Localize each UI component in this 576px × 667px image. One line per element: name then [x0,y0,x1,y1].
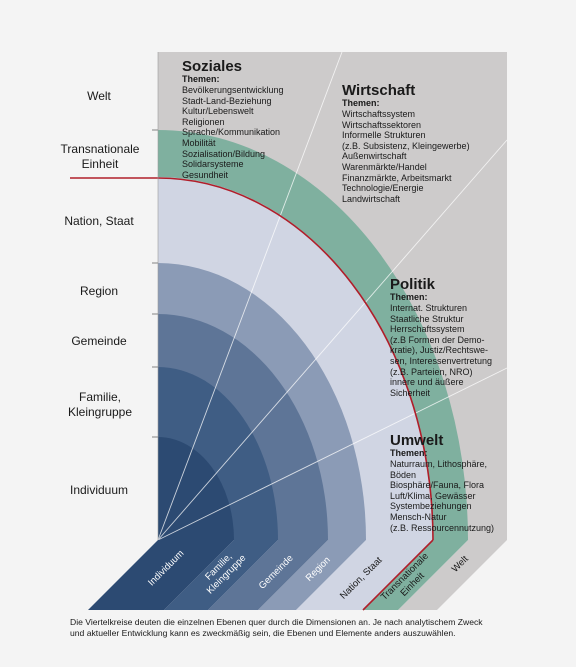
dimension-items-wirtschaft: Wirtschaftssystem Wirtschaftssektoren In… [342,109,470,204]
list-item: Kultur/Lebenswelt [182,106,254,117]
list-item: Stadt-Land-Beziehung [182,95,272,106]
level-label-individuum: Individuum [69,483,129,497]
list-item: innere und äußere [390,377,464,388]
caption-line: und aktueller Entwicklung kann es zweckm… [70,628,456,638]
dimension-title-soziales: Soziales [182,58,243,75]
level-label-familie: Familie, Kleingruppe [67,390,133,419]
caption-line: Die Viertelkreise deuten die einzelnen E… [70,617,483,627]
list-item: Informelle Strukturen [342,130,426,141]
list-item: Biosphäre/Fauna, Flora [390,480,485,491]
strip-familie [164,540,278,610]
ring-individuum [158,437,234,540]
list-item: Wirtschaftssektoren [342,119,422,130]
list-item: (z.B Formen der Demo- [390,334,485,345]
list-item: Systembeziehungen [390,501,472,512]
list-item: Internat. Strukturen [390,303,468,313]
list-item: Mobilität [182,137,216,148]
list-item: (z.B. Subsistenz, Kleingewerbe) [342,140,470,151]
list-item: Warenmärkte/Handel [342,161,427,172]
list-item: (z.B. Parteien, NRO) [390,366,473,377]
dimension-title-wirtschaft: Wirtschaft [342,82,416,99]
figure-caption: Die Viertelkreise deuten die einzelnen E… [70,617,540,639]
list-item: Gesundheit [182,169,229,180]
level-label-region: Region [79,284,119,298]
dimension-subtitle-politik: Themen: [390,292,428,302]
level-label-nation: Nation, Staat [64,214,134,228]
list-item: Staatliche Struktur [390,313,464,324]
level-label-gemeinde: Gemeinde [71,334,127,348]
list-item: Naturraum, Lithosphäre, [390,459,488,469]
list-item: Mensch-Natur [390,511,447,522]
dimension-title-umwelt: Umwelt [390,432,444,449]
dimension-items-politik: Internat. Strukturen Staatliche Struktur… [390,303,492,398]
level-label-welt: Welt [87,89,111,103]
dimension-items-umwelt: Naturraum, Lithosphäre, Böden Biosphäre/… [390,459,494,533]
list-item: Luft/Klima, Gewässer [390,490,476,501]
strip-gemeinde [208,540,328,610]
dimension-subtitle-wirtschaft: Themen: [342,98,380,108]
frontier-line [70,177,434,541]
dimension-subtitle-soziales: Themen: [182,74,220,84]
list-item: Solidarsysteme [182,159,244,170]
list-item: (z.B. Ressourcennutzung) [390,522,495,533]
list-item: Religionen [182,116,225,127]
list-item: Finanzmärkte, Arbeitsmarkt [342,172,452,183]
dimension-title-politik: Politik [390,276,436,293]
list-item: kratie), Justiz/Rechtswe- [390,345,489,356]
strip-nation [296,540,433,610]
strip-individuum [88,540,234,610]
strip-welt [398,540,507,610]
strip-frontier [362,539,434,611]
list-item: Sprache/Kommunikation [182,127,281,138]
list-item: Sozialisation/Bildung [182,148,266,159]
list-item: Landwirtschaft [342,193,401,204]
list-item: Sicherheit [390,387,431,398]
axis-ticks [152,129,158,438]
bottom-strips [88,539,507,611]
list-item: Außenwirtschaft [342,151,407,162]
list-item: Herrschaftssystem [390,324,465,335]
dimension-subtitle-umwelt: Themen: [390,448,428,458]
radial-dividers [157,51,508,541]
dimension-items-soziales: Bevölkerungsentwicklung Stadt-Land-Bezie… [182,85,284,180]
strip-region [258,540,366,610]
list-item: Böden [390,469,417,480]
strip-transnational [363,540,468,610]
list-item: Bevölkerungsentwicklung [182,85,284,95]
list-item: Technologie/Energie [342,183,424,194]
list-item: Wirtschaftssystem [342,109,416,119]
level-label-transnational: Transnationale Einheit [60,142,140,171]
list-item: sen, Interessenvertretung [390,355,493,366]
